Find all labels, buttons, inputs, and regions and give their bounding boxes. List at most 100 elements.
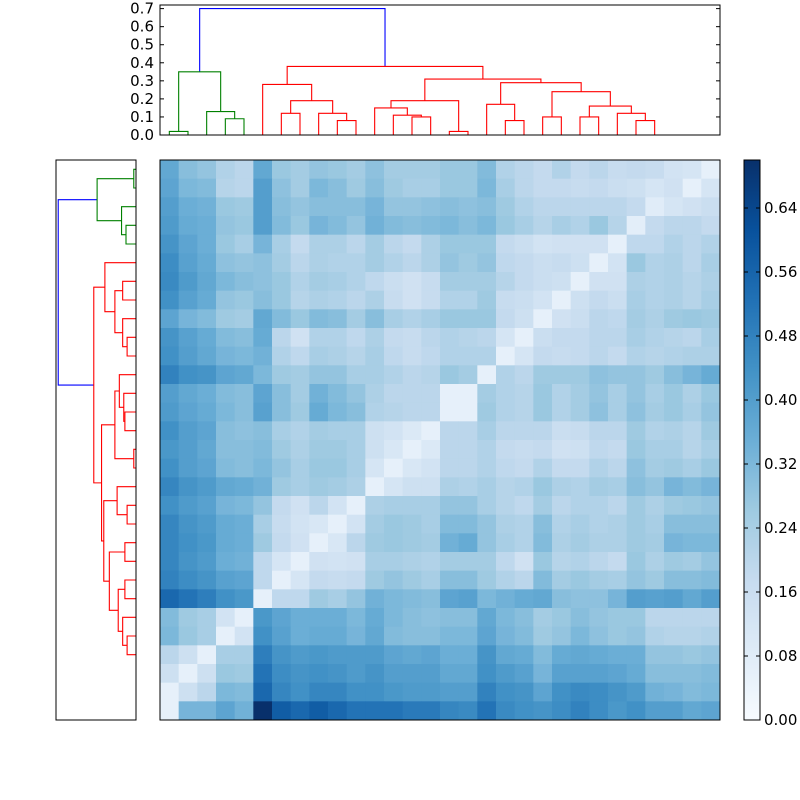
heatmap-cell xyxy=(477,384,497,404)
heatmap-cell xyxy=(384,645,404,665)
heatmap-cell xyxy=(234,608,254,628)
heatmap-cell xyxy=(533,328,553,348)
heatmap-cell xyxy=(626,384,646,404)
colorbar-tick-label: 0.16 xyxy=(764,583,797,601)
heatmap-cell xyxy=(253,384,273,404)
heatmap-cell xyxy=(440,645,460,665)
heatmap-cell xyxy=(701,440,721,460)
heatmap-cell xyxy=(626,682,646,702)
heatmap-cell xyxy=(216,458,236,478)
heatmap-cell xyxy=(589,626,609,646)
heatmap-cell xyxy=(701,626,721,646)
heatmap-cell xyxy=(178,514,198,534)
heatmap-cell xyxy=(626,253,646,273)
heatmap-cell xyxy=(421,160,441,180)
heatmap-cell xyxy=(421,514,441,534)
left-dendrogram-link xyxy=(126,336,136,357)
heatmap-cell xyxy=(178,309,198,329)
heatmap-cell xyxy=(458,160,478,180)
heatmap-cell xyxy=(552,178,572,198)
heatmap-cell xyxy=(178,589,198,609)
heatmap-cell xyxy=(664,234,684,254)
heatmap-cell xyxy=(589,328,609,348)
heatmap-cell xyxy=(682,402,702,422)
heatmap-cell xyxy=(682,160,702,180)
heatmap-cell xyxy=(608,477,628,497)
heatmap-cell xyxy=(253,253,273,273)
heatmap-cell xyxy=(309,346,329,366)
top-dendrogram-link xyxy=(224,118,245,135)
top-dendrogram-link xyxy=(504,120,525,135)
heatmap-cell xyxy=(290,272,310,292)
heatmap-cell xyxy=(253,701,273,721)
heatmap-cell xyxy=(570,328,590,348)
heatmap-cell xyxy=(272,608,292,628)
heatmap-cell xyxy=(197,533,217,553)
heatmap-cell xyxy=(533,253,553,273)
heatmap-cell xyxy=(477,496,497,516)
heatmap-cell xyxy=(402,421,422,441)
heatmap-cell xyxy=(533,477,553,497)
heatmap-cell xyxy=(253,589,273,609)
heatmap-cell xyxy=(664,309,684,329)
top-axis-tick-label: 0.1 xyxy=(130,108,154,126)
heatmap-cell xyxy=(626,234,646,254)
heatmap-cell xyxy=(496,514,516,534)
heatmap-cell xyxy=(496,234,516,254)
heatmap-cell xyxy=(514,365,534,385)
heatmap-cell xyxy=(384,552,404,572)
heatmap-cell xyxy=(570,533,590,553)
heatmap-cell xyxy=(346,514,366,534)
heatmap-cell xyxy=(421,701,441,721)
heatmap-cell xyxy=(272,570,292,590)
heatmap-cell xyxy=(216,272,236,292)
colorbar-tick-label: 0.48 xyxy=(764,327,797,345)
heatmap-cell xyxy=(234,645,254,665)
heatmap-cell xyxy=(514,328,534,348)
heatmap-cell xyxy=(477,160,497,180)
heatmap-cell xyxy=(552,682,572,702)
heatmap-cell xyxy=(645,328,665,348)
top-dendrogram-link xyxy=(486,103,516,135)
heatmap-cell xyxy=(458,216,478,236)
heatmap-cell xyxy=(365,384,385,404)
heatmap-cell xyxy=(608,216,628,236)
heatmap-cell xyxy=(253,570,273,590)
heatmap-cell xyxy=(645,197,665,217)
heatmap-cell xyxy=(570,178,590,198)
heatmap-cell xyxy=(645,440,665,460)
heatmap-cell xyxy=(608,160,628,180)
top-dendrogram-link xyxy=(635,120,656,135)
heatmap-cell xyxy=(197,365,217,385)
heatmap-cell xyxy=(608,552,628,572)
heatmap-cell xyxy=(365,365,385,385)
heatmap-cell xyxy=(178,365,198,385)
heatmap-cell xyxy=(421,626,441,646)
heatmap-cell xyxy=(514,440,534,460)
heatmap-cell xyxy=(496,682,516,702)
heatmap-cell xyxy=(160,496,180,516)
heatmap-cell xyxy=(346,533,366,553)
heatmap-cell xyxy=(440,701,460,721)
heatmap-cell xyxy=(197,589,217,609)
heatmap-cell xyxy=(552,216,572,236)
heatmap-cell xyxy=(197,384,217,404)
heatmap-cell xyxy=(552,458,572,478)
heatmap-cell xyxy=(178,253,198,273)
heatmap-cell xyxy=(402,458,422,478)
heatmap-cell xyxy=(234,384,254,404)
heatmap-cell xyxy=(626,365,646,385)
heatmap-cell xyxy=(290,608,310,628)
heatmap-cell xyxy=(253,458,273,478)
heatmap-cell xyxy=(328,384,348,404)
colorbar-frame xyxy=(743,159,761,721)
heatmap-cell xyxy=(477,645,497,665)
heatmap-cell xyxy=(346,421,366,441)
heatmap-cell xyxy=(234,626,254,646)
heatmap-cell xyxy=(440,440,460,460)
heatmap-cell xyxy=(216,589,236,609)
heatmap-cell xyxy=(253,682,273,702)
heatmap-cell xyxy=(552,664,572,684)
heatmap-cell xyxy=(626,216,646,236)
heatmap-cell xyxy=(234,682,254,702)
